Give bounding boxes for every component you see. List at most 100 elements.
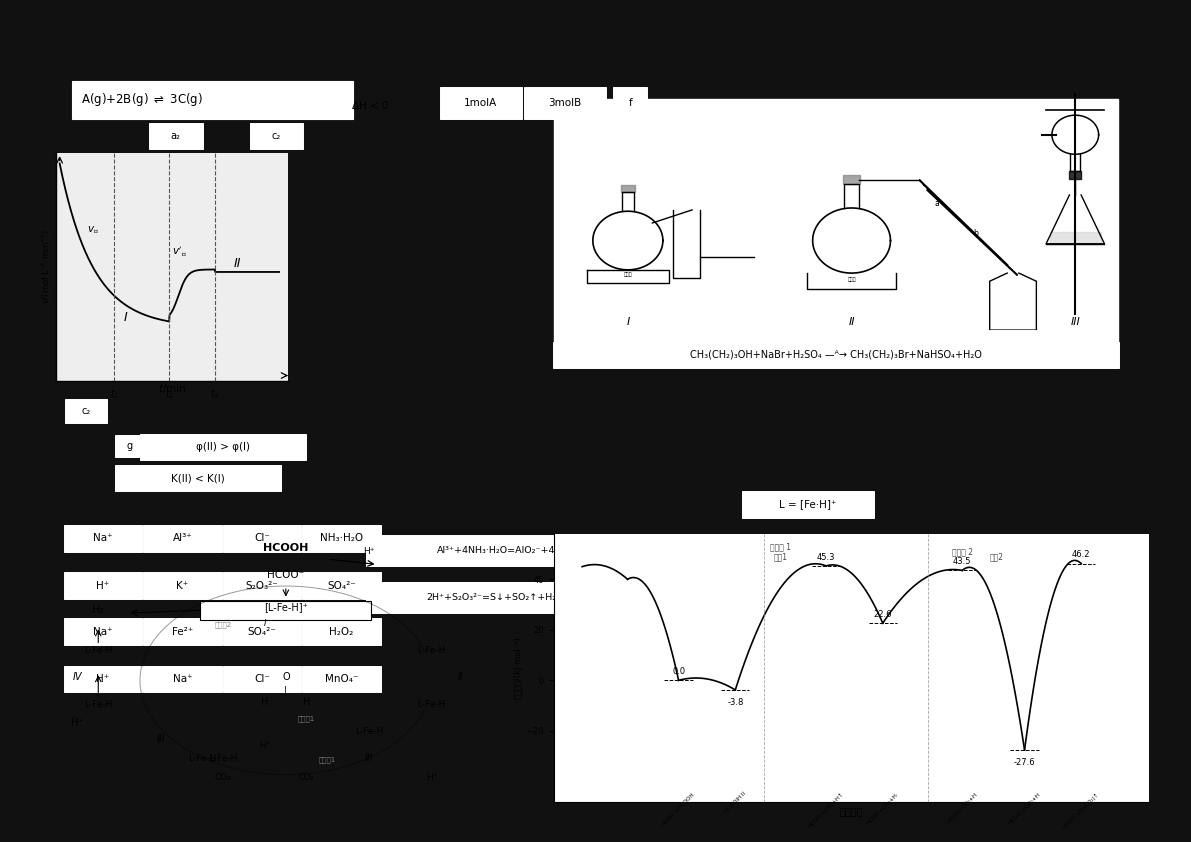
Text: II: II: [233, 257, 241, 270]
Text: S₂O₃²⁻: S₂O₃²⁻: [245, 581, 279, 590]
FancyBboxPatch shape: [613, 87, 647, 120]
FancyBboxPatch shape: [366, 583, 624, 613]
FancyBboxPatch shape: [64, 573, 142, 600]
Text: L-Fe-H: L-Fe-H: [355, 727, 384, 736]
Text: 45.3: 45.3: [817, 552, 835, 562]
Text: H⁺: H⁺: [96, 581, 110, 590]
Text: L-Fe-H: L-Fe-H: [188, 754, 217, 763]
Text: a₂: a₂: [170, 131, 181, 141]
Text: 46.2: 46.2: [1072, 551, 1091, 559]
Text: HCOO⁻+CO₂+H↑: HCOO⁻+CO₂+H↑: [807, 791, 844, 829]
Text: Al³⁺: Al³⁺: [173, 533, 192, 543]
Text: 0.0: 0.0: [672, 667, 685, 676]
FancyBboxPatch shape: [143, 665, 222, 692]
Text: [L-Fe-H]⁺: [L-Fe-H]⁺: [264, 602, 307, 612]
Text: HCOO⁻: HCOO⁻: [267, 570, 305, 580]
FancyBboxPatch shape: [524, 87, 605, 120]
FancyBboxPatch shape: [64, 618, 142, 645]
FancyBboxPatch shape: [553, 342, 1120, 368]
FancyBboxPatch shape: [116, 435, 144, 457]
Text: H: H: [303, 696, 311, 706]
Text: Na⁺: Na⁺: [93, 533, 113, 543]
X-axis label: 反应进程: 反应进程: [840, 806, 863, 816]
Text: L-Fe-H: L-Fe-H: [210, 754, 237, 763]
FancyBboxPatch shape: [149, 123, 202, 149]
Text: 过渡态1: 过渡态1: [319, 756, 336, 763]
Text: SO₄²⁻: SO₄²⁻: [328, 581, 356, 590]
Text: MnO₄⁻: MnO₄⁻: [325, 674, 358, 684]
Text: CO₂: CO₂: [214, 773, 232, 782]
Text: IV: IV: [73, 672, 82, 682]
Text: L-Fe-H: L-Fe-H: [85, 701, 112, 709]
FancyBboxPatch shape: [139, 434, 306, 460]
Text: 过渡态 1: 过渡态 1: [771, 542, 791, 551]
Text: HCOO⁻+CO₂+H: HCOO⁻+CO₂+H: [1008, 791, 1041, 825]
Text: 路径1: 路径1: [774, 552, 787, 561]
X-axis label: $t$/min: $t$/min: [158, 382, 186, 395]
Text: 22.6: 22.6: [873, 610, 892, 619]
Text: CH₃(CH₂)₃OH+NaBr+H₂SO₄ —ᴬ→ CH₃(CH₂)₃Br+NaHSO₄+H₂O: CH₃(CH₂)₃OH+NaBr+H₂SO₄ —ᴬ→ CH₃(CH₂)₃Br+N…: [691, 350, 983, 360]
Text: $t_2$: $t_2$: [164, 387, 174, 402]
FancyBboxPatch shape: [143, 573, 222, 600]
Text: NH₃·H₂O: NH₃·H₂O: [320, 533, 363, 543]
Text: O: O: [282, 672, 289, 682]
Text: I: I: [263, 620, 267, 628]
FancyBboxPatch shape: [366, 535, 680, 566]
Y-axis label: $v$/(mol·L$^{-1}$·min$^{-1}$): $v$/(mol·L$^{-1}$·min$^{-1}$): [39, 229, 54, 305]
Text: 3molB: 3molB: [548, 99, 581, 109]
FancyBboxPatch shape: [223, 525, 301, 552]
FancyBboxPatch shape: [439, 87, 522, 120]
Text: HCOOIH II: HCOOIH II: [724, 791, 747, 814]
Text: H⁺: H⁺: [260, 741, 270, 749]
Text: 路径2: 路径2: [990, 552, 1003, 561]
Text: $v_{正}$: $v_{正}$: [87, 225, 99, 237]
Text: 43.5: 43.5: [953, 557, 972, 566]
FancyBboxPatch shape: [223, 665, 301, 692]
FancyBboxPatch shape: [143, 618, 222, 645]
Text: III: III: [364, 753, 374, 763]
Text: $t_3$: $t_3$: [211, 387, 220, 402]
FancyBboxPatch shape: [200, 601, 372, 620]
FancyBboxPatch shape: [116, 466, 281, 492]
FancyBboxPatch shape: [64, 525, 142, 552]
Text: L-Fe-H: L-Fe-H: [418, 701, 445, 709]
Text: -3.8: -3.8: [728, 698, 743, 707]
Text: Na⁺: Na⁺: [173, 674, 192, 684]
Text: -27.6: -27.6: [1014, 758, 1035, 767]
Text: HCOO+CO₂+H: HCOO+CO₂+H: [946, 791, 978, 823]
Text: c₂: c₂: [272, 131, 281, 141]
Text: φ(II) > φ(I): φ(II) > φ(I): [195, 442, 250, 451]
Text: L = [Fe·H]⁺: L = [Fe·H]⁺: [779, 499, 837, 509]
Text: HCOO⁻+H₂(CO₂)↑: HCOO⁻+H₂(CO₂)↑: [1062, 791, 1100, 830]
FancyBboxPatch shape: [303, 665, 381, 692]
Text: c₂: c₂: [81, 406, 91, 416]
Text: H⁺: H⁺: [426, 773, 437, 782]
Text: 过渡态1: 过渡态1: [298, 716, 316, 722]
Text: $t_1$: $t_1$: [110, 387, 119, 402]
Text: Cl⁻: Cl⁻: [254, 674, 270, 684]
FancyBboxPatch shape: [64, 399, 107, 423]
Text: A(g)+2B(g) $\rightleftharpoons$ 3C(g): A(g)+2B(g) $\rightleftharpoons$ 3C(g): [81, 91, 202, 108]
Text: CO₂: CO₂: [299, 773, 314, 782]
Text: 2H⁺+S₂O₃²⁻=S↓+SO₂↑+H₂O: 2H⁺+S₂O₃²⁻=S↓+SO₂↑+H₂O: [426, 594, 565, 602]
Text: HCOO·+CO₂+H·: HCOO·+CO₂+H·: [866, 791, 900, 826]
Text: |: |: [285, 685, 287, 696]
Text: g: g: [126, 441, 133, 451]
Text: $v'_{正}$: $v'_{正}$: [172, 244, 187, 258]
Text: f: f: [629, 99, 632, 109]
Text: HCOOH: HCOOH: [263, 543, 308, 553]
Text: H⁺: H⁺: [71, 718, 83, 728]
Text: H: H: [261, 696, 269, 706]
Text: II: II: [848, 317, 855, 328]
FancyBboxPatch shape: [143, 525, 222, 552]
Text: K(II) < K(I): K(II) < K(I): [172, 473, 225, 483]
Text: 石英砂: 石英砂: [624, 272, 632, 277]
Text: 过渡态 2: 过渡态 2: [952, 547, 973, 556]
FancyBboxPatch shape: [303, 525, 381, 552]
FancyBboxPatch shape: [303, 573, 381, 600]
Text: H₂O₂: H₂O₂: [329, 626, 354, 637]
Text: III: III: [1071, 317, 1080, 328]
Text: b: b: [973, 229, 978, 237]
Text: a: a: [934, 200, 939, 208]
FancyBboxPatch shape: [554, 99, 1118, 344]
